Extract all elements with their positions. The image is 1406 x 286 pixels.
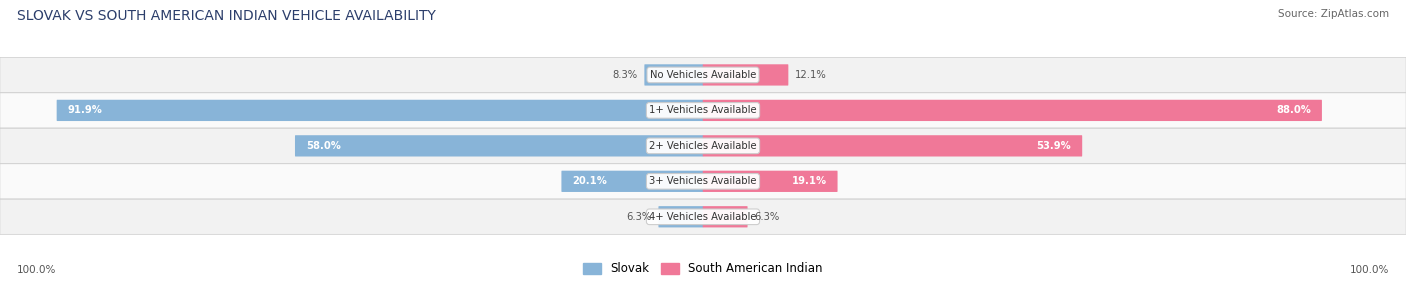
FancyBboxPatch shape [703, 206, 748, 227]
Text: 20.1%: 20.1% [572, 176, 607, 186]
FancyBboxPatch shape [703, 135, 1083, 156]
FancyBboxPatch shape [0, 199, 1406, 234]
Text: 8.3%: 8.3% [613, 70, 638, 80]
Text: 91.9%: 91.9% [67, 106, 103, 115]
FancyBboxPatch shape [644, 64, 703, 86]
FancyBboxPatch shape [703, 64, 789, 86]
FancyBboxPatch shape [0, 128, 1406, 163]
FancyBboxPatch shape [703, 171, 838, 192]
FancyBboxPatch shape [561, 171, 703, 192]
Text: SLOVAK VS SOUTH AMERICAN INDIAN VEHICLE AVAILABILITY: SLOVAK VS SOUTH AMERICAN INDIAN VEHICLE … [17, 9, 436, 23]
Text: 6.3%: 6.3% [754, 212, 779, 222]
Legend: Slovak, South American Indian: Slovak, South American Indian [578, 258, 828, 280]
Text: 2+ Vehicles Available: 2+ Vehicles Available [650, 141, 756, 151]
Text: 4+ Vehicles Available: 4+ Vehicles Available [650, 212, 756, 222]
Text: 88.0%: 88.0% [1277, 106, 1312, 115]
FancyBboxPatch shape [703, 100, 1322, 121]
FancyBboxPatch shape [295, 135, 703, 156]
Text: Source: ZipAtlas.com: Source: ZipAtlas.com [1278, 9, 1389, 19]
Text: 6.3%: 6.3% [627, 212, 652, 222]
Text: 12.1%: 12.1% [796, 70, 827, 80]
FancyBboxPatch shape [0, 164, 1406, 199]
FancyBboxPatch shape [0, 57, 1406, 92]
FancyBboxPatch shape [0, 93, 1406, 128]
Text: 100.0%: 100.0% [1350, 265, 1389, 275]
FancyBboxPatch shape [658, 206, 703, 227]
Text: 100.0%: 100.0% [17, 265, 56, 275]
Text: 58.0%: 58.0% [307, 141, 340, 151]
Text: 3+ Vehicles Available: 3+ Vehicles Available [650, 176, 756, 186]
Text: 1+ Vehicles Available: 1+ Vehicles Available [650, 106, 756, 115]
Text: 19.1%: 19.1% [792, 176, 827, 186]
Text: No Vehicles Available: No Vehicles Available [650, 70, 756, 80]
Text: 53.9%: 53.9% [1036, 141, 1071, 151]
FancyBboxPatch shape [56, 100, 703, 121]
